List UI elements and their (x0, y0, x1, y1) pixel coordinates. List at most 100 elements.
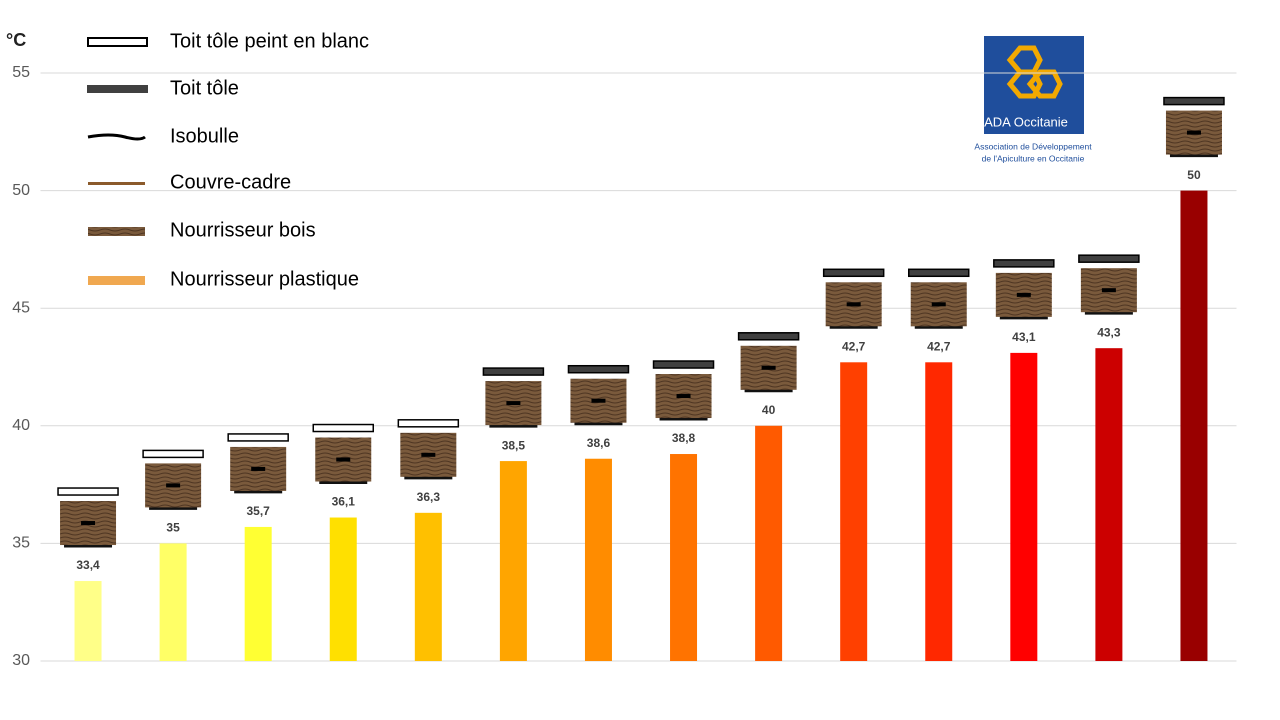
value-label: 38,5 (502, 438, 526, 452)
hive-icon (397, 419, 460, 480)
bar (1010, 352, 1038, 661)
hive-roof (397, 419, 460, 428)
legend-icon (88, 182, 145, 185)
hive-icon (1078, 254, 1140, 315)
hive-icon (1163, 96, 1225, 158)
y-tick-label: 45 (12, 299, 30, 316)
hive-handle (166, 483, 181, 488)
logo-name: ADA Occitanie (984, 114, 1068, 129)
value-label: 50 (1187, 168, 1201, 182)
hive-roof (652, 360, 715, 369)
value-label: 43,3 (1097, 325, 1121, 339)
hive-roof (822, 268, 885, 278)
value-label: 38,8 (672, 431, 696, 445)
bar (74, 581, 102, 661)
legend-icon (88, 227, 145, 236)
hive-handle (1186, 130, 1201, 135)
hive-icon (227, 433, 289, 494)
logo-line: de l'Apiculture en Occitanie (982, 153, 1085, 163)
legend-label: Nourrisseur bois (170, 219, 316, 241)
bar (584, 458, 612, 661)
bar (499, 461, 527, 661)
hive-roof (567, 364, 630, 374)
value-label: 43,1 (1012, 330, 1036, 344)
bar (925, 362, 953, 661)
legend-label: Couvre-cadre (170, 171, 291, 193)
legend-item: Isobulle (87, 125, 239, 147)
legend-label: Isobulle (170, 125, 239, 147)
legend-label: Toit tôle (170, 77, 239, 99)
legend-item: Nourrisseur plastique (88, 268, 359, 290)
hive-handle (421, 452, 436, 457)
bar (670, 454, 698, 661)
value-label: 36,3 (417, 490, 441, 504)
y-tick-label: 40 (12, 417, 30, 434)
y-tick-label: 35 (12, 535, 30, 552)
y-tick-label: 50 (12, 182, 30, 199)
legend-item: Couvre-cadre (88, 171, 291, 193)
value-label: 42,7 (842, 339, 866, 353)
hive-icon (57, 487, 119, 548)
bar (1095, 348, 1123, 661)
bar (159, 543, 187, 661)
hive-icon (567, 364, 630, 426)
legend-icon (88, 276, 145, 285)
y-tick-label: 55 (12, 64, 30, 81)
legend-icon (87, 85, 148, 93)
hive-roof (482, 367, 545, 376)
hive-roof (737, 332, 800, 341)
hive-icon (312, 423, 374, 485)
hive-roof (227, 433, 289, 442)
legend-item: Toit tôle peint en blanc (87, 30, 369, 52)
logo-hexagons (1006, 45, 1063, 99)
value-label: 42,7 (927, 339, 951, 353)
hive-handle (506, 401, 521, 406)
logo: ADA Occitanie Association de Développeme… (974, 36, 1092, 163)
hive-icon (822, 268, 885, 329)
hive-icon (737, 332, 800, 393)
value-label: 36,1 (332, 495, 356, 509)
hive-handle (931, 302, 946, 307)
hive-roof (1163, 96, 1225, 106)
hive-roof (57, 487, 119, 496)
hive-handle (1101, 288, 1116, 293)
legend-icon (87, 37, 148, 47)
bar (1180, 190, 1208, 661)
hive-icon (142, 449, 204, 510)
value-label: 35 (166, 521, 180, 535)
value-label: 38,6 (587, 436, 611, 450)
hive-handle (1016, 292, 1031, 297)
hive-roof (142, 449, 204, 459)
legend-label: Toit tôle peint en blanc (170, 30, 369, 52)
bar (755, 425, 783, 661)
hive-handle (81, 521, 96, 526)
legend-item: Toit tôle (87, 77, 239, 99)
hive-roof (993, 259, 1055, 268)
hive-icon (993, 259, 1055, 320)
bar (244, 526, 272, 661)
bar (329, 517, 357, 661)
hive-roof (312, 423, 374, 433)
value-label: 40 (762, 403, 776, 417)
hive-icon (652, 360, 715, 421)
bar (414, 512, 442, 661)
bar (840, 362, 868, 661)
hive-icon (908, 268, 970, 329)
logo-line: Association de Développement (974, 141, 1092, 151)
hive-handle (251, 466, 266, 471)
hive-handle (336, 457, 351, 462)
hive-roof (908, 268, 970, 278)
hive-handle (591, 398, 606, 403)
hive-handle (761, 365, 776, 370)
legend-label: Nourrisseur plastique (170, 268, 359, 290)
legend-icon (87, 133, 146, 141)
value-label: 33,4 (76, 558, 100, 572)
value-label: 35,7 (246, 504, 270, 518)
hive-handle (676, 394, 691, 399)
legend-item: Nourrisseur bois (88, 219, 316, 241)
hive-handle (846, 302, 861, 307)
hive-roof (1078, 254, 1140, 263)
y-tick-label: 30 (12, 652, 30, 669)
y-axis-label: °C (6, 30, 26, 50)
